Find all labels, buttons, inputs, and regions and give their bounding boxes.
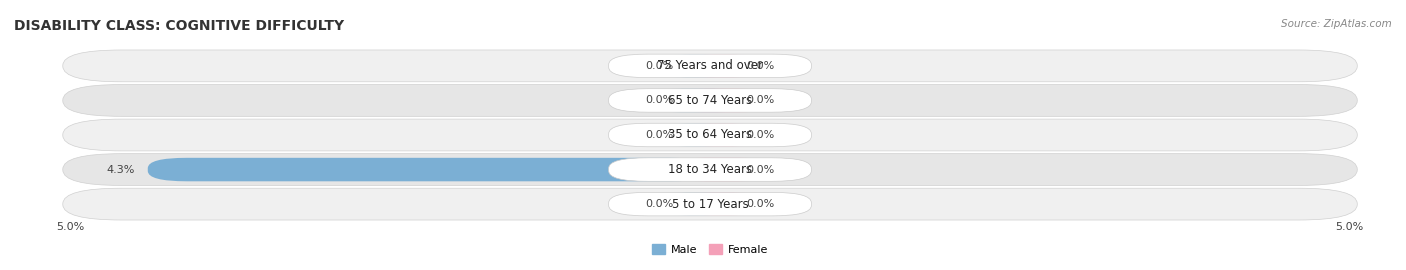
Text: 18 to 34 Years: 18 to 34 Years bbox=[668, 163, 752, 176]
FancyBboxPatch shape bbox=[695, 54, 749, 78]
FancyBboxPatch shape bbox=[671, 54, 725, 78]
FancyBboxPatch shape bbox=[695, 89, 749, 112]
FancyBboxPatch shape bbox=[63, 154, 1357, 185]
FancyBboxPatch shape bbox=[695, 192, 749, 216]
FancyBboxPatch shape bbox=[63, 50, 1357, 82]
Legend: Male, Female: Male, Female bbox=[648, 239, 772, 259]
Text: 0.0%: 0.0% bbox=[747, 164, 775, 175]
FancyBboxPatch shape bbox=[63, 188, 1357, 220]
Text: 4.3%: 4.3% bbox=[107, 164, 135, 175]
Text: Source: ZipAtlas.com: Source: ZipAtlas.com bbox=[1281, 19, 1392, 29]
FancyBboxPatch shape bbox=[609, 89, 811, 112]
FancyBboxPatch shape bbox=[609, 123, 811, 147]
Text: 0.0%: 0.0% bbox=[747, 61, 775, 71]
FancyBboxPatch shape bbox=[671, 192, 725, 216]
Text: DISABILITY CLASS: COGNITIVE DIFFICULTY: DISABILITY CLASS: COGNITIVE DIFFICULTY bbox=[14, 19, 344, 33]
FancyBboxPatch shape bbox=[695, 158, 749, 181]
FancyBboxPatch shape bbox=[609, 54, 811, 78]
FancyBboxPatch shape bbox=[695, 123, 749, 147]
Text: 0.0%: 0.0% bbox=[645, 95, 673, 106]
Text: 0.0%: 0.0% bbox=[747, 130, 775, 140]
Text: 65 to 74 Years: 65 to 74 Years bbox=[668, 94, 752, 107]
Text: 0.0%: 0.0% bbox=[747, 95, 775, 106]
Text: 5.0%: 5.0% bbox=[1336, 222, 1364, 232]
Text: 0.0%: 0.0% bbox=[747, 199, 775, 209]
FancyBboxPatch shape bbox=[148, 158, 710, 181]
FancyBboxPatch shape bbox=[609, 158, 811, 181]
Text: 0.0%: 0.0% bbox=[645, 61, 673, 71]
FancyBboxPatch shape bbox=[671, 89, 725, 112]
Text: 5.0%: 5.0% bbox=[56, 222, 84, 232]
FancyBboxPatch shape bbox=[671, 123, 725, 147]
FancyBboxPatch shape bbox=[609, 192, 811, 216]
Text: 0.0%: 0.0% bbox=[645, 130, 673, 140]
FancyBboxPatch shape bbox=[63, 85, 1357, 116]
FancyBboxPatch shape bbox=[63, 119, 1357, 151]
Text: 35 to 64 Years: 35 to 64 Years bbox=[668, 129, 752, 141]
Text: 5 to 17 Years: 5 to 17 Years bbox=[672, 198, 748, 211]
Text: 0.0%: 0.0% bbox=[645, 199, 673, 209]
Text: 75 Years and over: 75 Years and over bbox=[657, 59, 763, 72]
